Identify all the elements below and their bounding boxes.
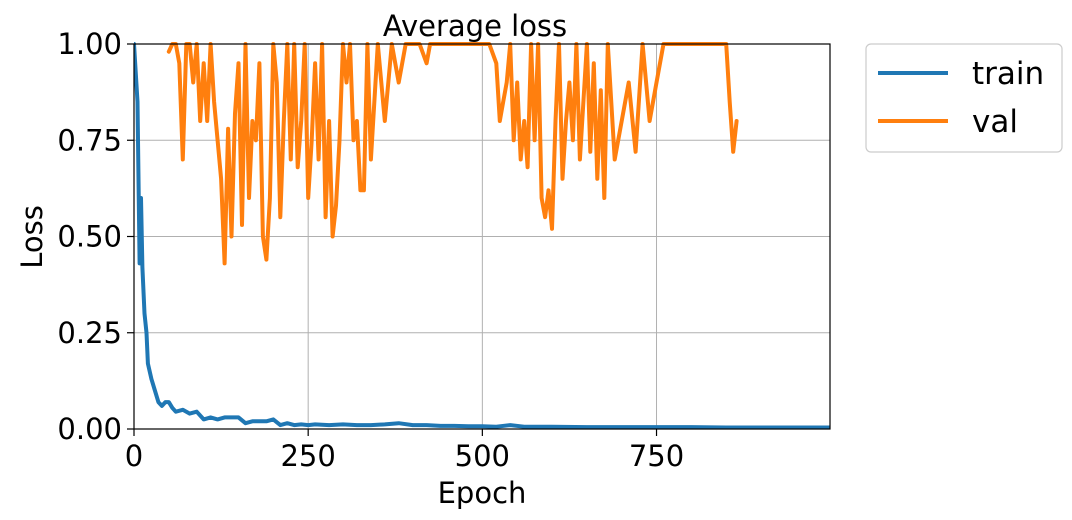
legend-label-train: train <box>972 56 1044 92</box>
x-tick-label: 750 <box>629 439 684 473</box>
x-axis-ticks: 0 250 500 750 <box>125 429 684 473</box>
x-tick-label: 0 <box>125 439 143 473</box>
series-line-train <box>134 42 830 429</box>
y-axis-label: Loss <box>15 205 49 269</box>
legend-label-val: val <box>972 104 1018 140</box>
legend: train val <box>865 43 1063 153</box>
y-tick-label: 1.00 <box>57 27 122 61</box>
chart-title: Average loss <box>383 9 567 43</box>
x-tick-label: 500 <box>455 439 510 473</box>
x-tick-label: 250 <box>280 439 335 473</box>
y-tick-label: 0.50 <box>57 220 122 254</box>
y-tick-label: 0.75 <box>57 123 122 157</box>
y-tick-label: 0.00 <box>57 412 122 446</box>
y-axis-ticks: 0.00 0.25 0.50 0.75 1.00 <box>57 27 134 446</box>
y-tick-label: 0.25 <box>57 316 122 350</box>
x-axis-label: Epoch <box>438 476 527 510</box>
series-line-val <box>166 42 739 266</box>
